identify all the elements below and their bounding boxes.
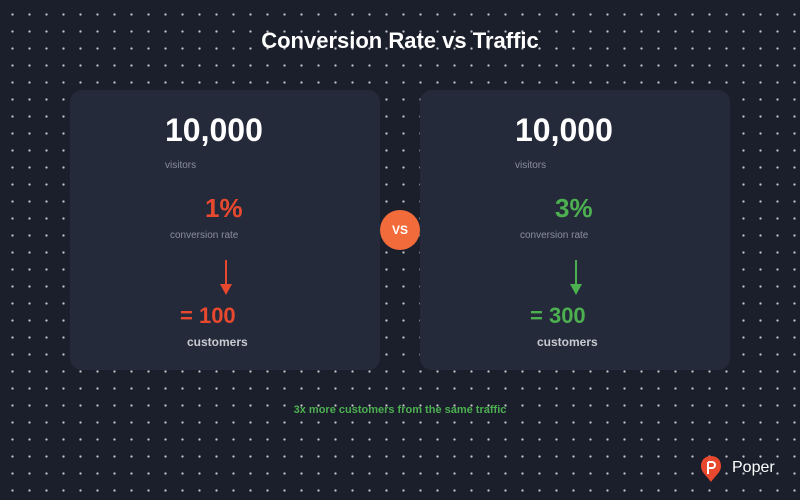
- visitors: 10,000: [515, 112, 613, 148]
- visitors-label: visitors: [165, 160, 197, 171]
- card: 10,000 visitors 1% conversion rate = 100…: [70, 90, 380, 370]
- rate-label: conversion rate: [170, 230, 239, 241]
- card: 10,000 visitors 3% conversion rate = 300…: [420, 90, 730, 370]
- brand-name: Poper: [732, 459, 775, 476]
- result-label: customers: [537, 335, 598, 349]
- visitors-label: visitors: [515, 160, 547, 171]
- arrow-head: [570, 284, 582, 295]
- rate: 1%: [205, 193, 243, 223]
- result: = 300: [530, 303, 586, 328]
- vs-badge: VS: [380, 210, 420, 250]
- result: = 100: [180, 303, 236, 328]
- rate: 3%: [555, 193, 593, 223]
- visitors: 10,000: [165, 112, 263, 148]
- title: Conversion Rate vs Traffic: [261, 28, 539, 53]
- arrow: [220, 260, 232, 295]
- rate-label: conversion rate: [520, 230, 589, 241]
- footer: 3x more customers from the same traffic: [293, 404, 507, 416]
- arrow: [570, 260, 582, 295]
- brand-logo: [701, 456, 721, 482]
- result-label: customers: [187, 335, 248, 349]
- arrow-head: [220, 284, 232, 295]
